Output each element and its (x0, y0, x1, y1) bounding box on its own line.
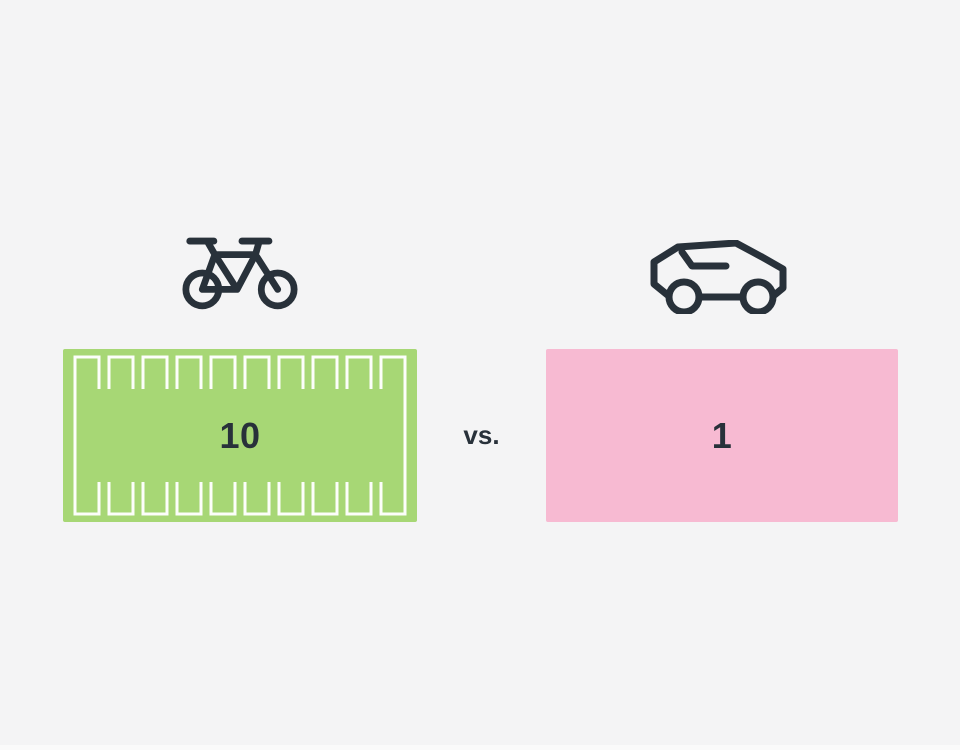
car-front-wheel (665, 278, 703, 316)
vs-separator-box: vs. (417, 349, 546, 522)
bike-frame (186, 237, 282, 293)
car-window-line (678, 248, 730, 270)
car-body (650, 239, 787, 301)
car-parking-block: 1 (546, 349, 898, 522)
car-rear-wheel (739, 278, 777, 316)
bike-parking-block: 10 (63, 349, 417, 522)
vs-label: vs. (463, 420, 500, 450)
car-count-label: 1 (711, 414, 733, 456)
bicycle-icon (182, 234, 298, 310)
bike-parking-slot-lines (73, 355, 407, 516)
bike-count-label: 10 (219, 414, 261, 456)
car-icon (650, 239, 790, 316)
bottom-edge-strip (0, 745, 960, 750)
